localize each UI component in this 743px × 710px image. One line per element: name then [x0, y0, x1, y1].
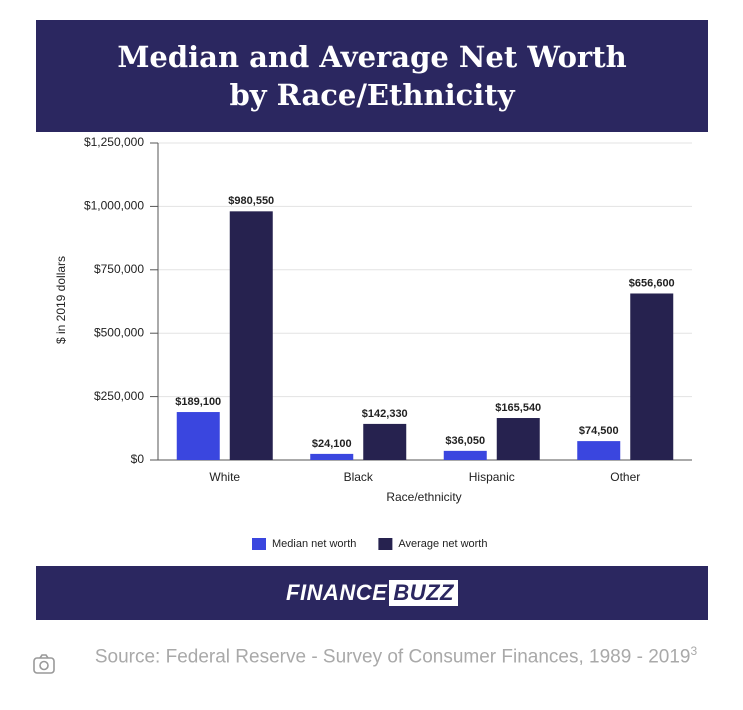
- legend-label: Median net worth: [272, 538, 356, 550]
- bar: [630, 293, 674, 460]
- bar: [176, 412, 220, 460]
- legend-swatch: [252, 538, 266, 550]
- bar: [443, 450, 487, 460]
- camera-icon: [33, 654, 55, 674]
- y-tick-label: $0: [131, 452, 145, 466]
- brand-banner: FINANCE BUZZ: [36, 566, 708, 620]
- value-label: $165,540: [495, 402, 541, 414]
- bar: [229, 211, 273, 460]
- source-note: Source: Federal Reserve - Survey of Cons…: [76, 636, 716, 672]
- y-tick-label: $250,000: [94, 389, 144, 403]
- legend-label: Average net worth: [398, 538, 487, 550]
- footnote-ref: 3: [690, 644, 698, 658]
- bar: [496, 418, 540, 460]
- x-tick-label: Hispanic: [469, 470, 515, 484]
- y-tick-label: $1,000,000: [84, 199, 144, 213]
- legend-swatch: [378, 538, 393, 550]
- value-label: $189,100: [175, 396, 221, 408]
- value-label: $980,550: [228, 195, 274, 207]
- y-axis-label: $ in 2019 dollars: [54, 256, 68, 344]
- bar: [310, 453, 354, 460]
- chart-title: Median and Average Net Worth by Race/Eth…: [36, 20, 708, 132]
- value-label: $36,050: [445, 435, 485, 447]
- bar: [577, 441, 621, 460]
- brand-text: BUZZ: [389, 580, 458, 606]
- x-tick-label: Other: [610, 470, 640, 484]
- y-tick-label: $1,250,000: [84, 135, 144, 149]
- value-label: $656,600: [629, 277, 675, 289]
- value-label: $142,330: [362, 408, 408, 420]
- brand-text: FINANCE: [286, 580, 388, 605]
- x-tick-label: Black: [344, 470, 374, 484]
- value-label: $24,100: [312, 438, 352, 450]
- value-label: $74,500: [579, 425, 619, 437]
- y-tick-label: $750,000: [94, 262, 144, 276]
- y-tick-label: $500,000: [94, 325, 144, 339]
- source-text: Source: Federal Reserve - Survey of Cons…: [94, 646, 691, 668]
- bar: [363, 423, 407, 460]
- x-tick-label: White: [209, 470, 240, 484]
- x-axis-label: Race/ethnicity: [386, 490, 461, 504]
